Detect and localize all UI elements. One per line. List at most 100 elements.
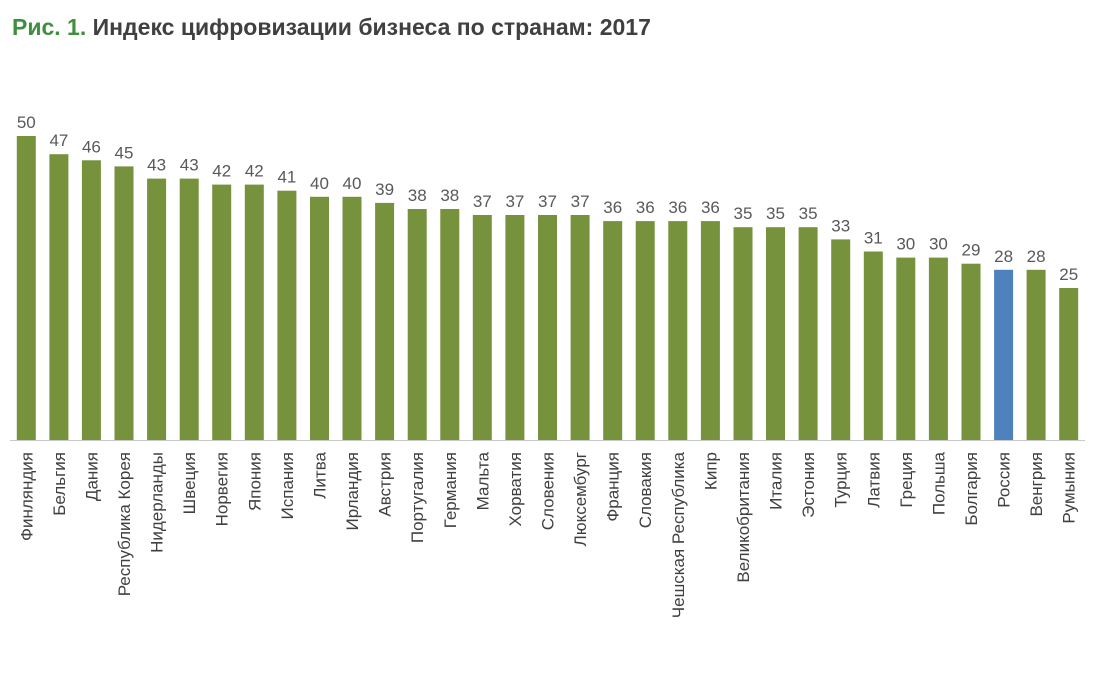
bar-value-label: 36 [636, 198, 655, 217]
bar [831, 239, 851, 440]
bar [733, 227, 753, 440]
category-label: Португалия [408, 452, 427, 543]
bar-value-label: 42 [212, 162, 231, 181]
bar-value-label: 42 [245, 162, 264, 181]
bar-value-label: 41 [277, 168, 296, 187]
bar-value-label: 43 [147, 156, 166, 175]
bar [700, 221, 720, 440]
category-label: Швеция [180, 452, 199, 514]
bar-value-label: 25 [1059, 265, 1078, 284]
category-label: Эстония [799, 452, 818, 518]
bar-value-label: 28 [1027, 247, 1046, 266]
category-label: Испания [278, 452, 297, 519]
bar [81, 160, 101, 441]
bar-value-label: 35 [766, 204, 785, 223]
bar-value-label: 39 [375, 180, 394, 199]
bar [147, 178, 167, 440]
category-label: Латвия [864, 452, 883, 508]
bar [603, 221, 623, 440]
bar [896, 257, 916, 440]
bar [342, 196, 362, 440]
bar-value-label: 36 [668, 198, 687, 217]
category-label: Чешская Республика [669, 451, 688, 618]
bar-value-label: 45 [115, 143, 134, 162]
bar [179, 178, 199, 440]
bar [1059, 288, 1079, 440]
bar-value-label: 36 [701, 198, 720, 217]
bar-value-label: 37 [505, 192, 524, 211]
category-label: Кипр [701, 452, 720, 490]
bar [440, 209, 460, 440]
bar [635, 221, 655, 440]
category-label: Румыния [1060, 452, 1079, 524]
chart-title: Рис. 1. Индекс цифровизации бизнеса по с… [12, 14, 651, 41]
bar [863, 251, 883, 440]
bar [212, 184, 232, 440]
bar [570, 215, 590, 440]
category-label: Республика Корея [115, 452, 134, 596]
bar-value-label: 37 [538, 192, 557, 211]
bar [961, 263, 981, 440]
bar-value-label: 31 [864, 229, 883, 248]
bar [244, 184, 264, 440]
bar-value-label: 47 [49, 131, 68, 150]
category-label: Бельгия [50, 452, 69, 516]
category-label: Норвегия [213, 452, 232, 526]
bar [114, 166, 134, 440]
bar-value-label: 38 [408, 186, 427, 205]
category-label: Словения [539, 452, 558, 530]
bar [798, 227, 818, 440]
bar-value-label: 28 [994, 247, 1013, 266]
bar [277, 190, 297, 440]
category-label: Хорватия [506, 452, 525, 526]
bar-value-label: 50 [17, 113, 36, 132]
bar-value-label: 30 [929, 235, 948, 254]
category-label: Мальта [473, 451, 492, 510]
bar-value-label: 43 [180, 156, 199, 175]
bar-value-label: 37 [571, 192, 590, 211]
category-label: Австрия [376, 452, 395, 517]
value-labels-group: 50 47 46 45 43 43 42 42 41 40 40 39 38 38 37 37 37 37 36 36… [17, 113, 1078, 284]
category-label: Словакия [636, 452, 655, 528]
category-label: Финляндия [17, 452, 36, 541]
bar [407, 209, 427, 440]
category-label: Литва [311, 451, 330, 498]
bar-value-label: 35 [799, 204, 818, 223]
category-label: Япония [245, 452, 264, 511]
category-label: Франция [604, 452, 623, 522]
bar [310, 196, 329, 440]
category-label: Люксембург [571, 452, 590, 546]
bar-value-label: 35 [734, 204, 753, 223]
category-label: Венгрия [1027, 452, 1046, 517]
bar [538, 215, 557, 440]
bar [505, 215, 525, 440]
bar-value-label: 30 [896, 235, 915, 254]
bar [994, 269, 1014, 440]
bar [1026, 269, 1046, 440]
category-label: Германия [441, 452, 460, 528]
bars-group [16, 136, 1079, 441]
bar-value-label: 40 [343, 174, 362, 193]
category-label: Польша [929, 451, 948, 515]
bar-value-label: 40 [310, 174, 329, 193]
category-label: Великобритания [734, 452, 753, 583]
category-labels-group: Финляндия Бельгия Дания Республика Корея Нид… [17, 451, 1078, 618]
bar-value-label: 38 [440, 186, 459, 205]
bar [16, 136, 36, 440]
bar [375, 202, 395, 440]
bar-value-label: 29 [962, 241, 981, 260]
bar [668, 221, 688, 440]
bar-value-label: 37 [473, 192, 492, 211]
category-label: Греция [897, 452, 916, 508]
bar-value-label: 33 [831, 216, 850, 235]
category-label: Ирландия [343, 452, 362, 530]
category-label: Дания [82, 452, 101, 501]
bar [472, 215, 492, 440]
figure-title: Индекс цифровизации бизнеса по странам: … [92, 14, 651, 40]
bar [766, 227, 785, 440]
bar-value-label: 36 [603, 198, 622, 217]
figure-label: Рис. 1. [12, 14, 87, 40]
category-label: Нидерланды [148, 452, 167, 553]
category-label: Италия [767, 452, 786, 510]
